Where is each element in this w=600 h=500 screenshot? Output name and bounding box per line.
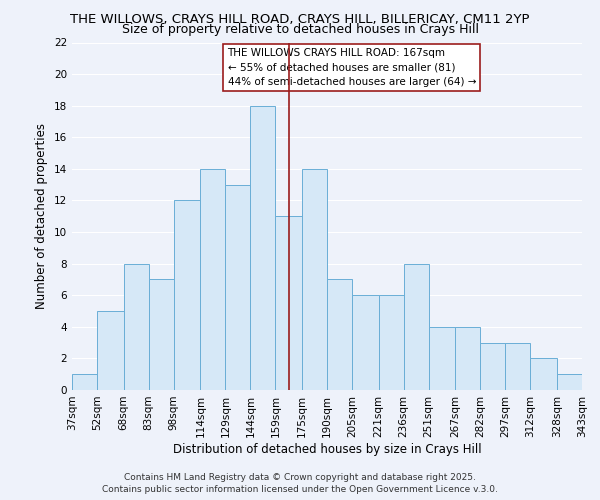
Bar: [124, 264, 149, 390]
Bar: [352, 295, 379, 390]
Bar: [481, 342, 505, 390]
Bar: [404, 264, 428, 390]
Bar: [250, 106, 275, 390]
Bar: [557, 374, 582, 390]
Text: Contains HM Land Registry data © Crown copyright and database right 2025.
Contai: Contains HM Land Registry data © Crown c…: [102, 473, 498, 494]
Bar: [275, 216, 302, 390]
Bar: [327, 280, 352, 390]
Bar: [505, 342, 530, 390]
Text: Size of property relative to detached houses in Crays Hill: Size of property relative to detached ho…: [121, 22, 479, 36]
Bar: [428, 327, 455, 390]
Bar: [455, 327, 481, 390]
Bar: [200, 169, 226, 390]
Text: THE WILLOWS, CRAYS HILL ROAD, CRAYS HILL, BILLERICAY, CM11 2YP: THE WILLOWS, CRAYS HILL ROAD, CRAYS HILL…: [70, 12, 530, 26]
Text: THE WILLOWS CRAYS HILL ROAD: 167sqm
← 55% of detached houses are smaller (81)
44: THE WILLOWS CRAYS HILL ROAD: 167sqm ← 55…: [227, 48, 476, 88]
Bar: [379, 295, 404, 390]
Bar: [72, 374, 97, 390]
Bar: [149, 280, 173, 390]
X-axis label: Distribution of detached houses by size in Crays Hill: Distribution of detached houses by size …: [173, 442, 481, 456]
Y-axis label: Number of detached properties: Number of detached properties: [35, 123, 49, 309]
Bar: [302, 169, 327, 390]
Bar: [97, 311, 124, 390]
Bar: [173, 200, 200, 390]
Bar: [226, 184, 250, 390]
Bar: [530, 358, 557, 390]
